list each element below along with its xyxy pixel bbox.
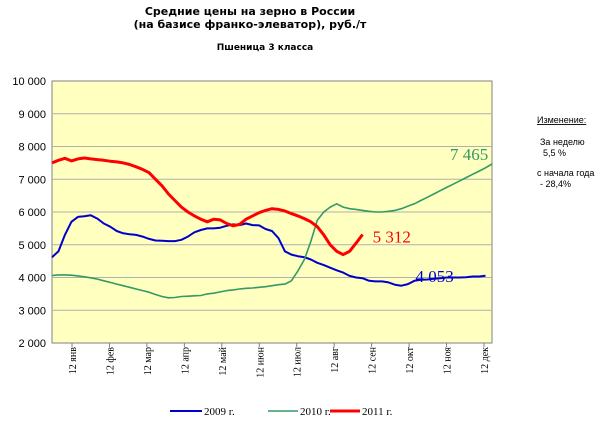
x-tick-label: 12 май	[218, 346, 229, 375]
y-tick-label: 3 000	[18, 305, 46, 317]
y-tick-label: 10 000	[12, 76, 46, 88]
y-tick-label: 2 000	[18, 338, 46, 350]
end-labels: 4 053 7 465 5 312	[373, 145, 489, 286]
y-tick-label: 6 000	[18, 207, 46, 219]
chart-title: Средние цены на зерно в России	[145, 5, 355, 18]
legend-label-2009: 2009 г.	[204, 406, 235, 418]
grid	[52, 113, 492, 347]
legend-label-2010: 2010 г.	[300, 406, 331, 418]
y-tick-label: 8 000	[18, 142, 46, 154]
x-tick-label: 12 авг	[330, 347, 341, 373]
side-note-week-label: За неделю	[540, 137, 585, 147]
x-tick-label: 12 апр	[180, 347, 191, 374]
x-tick-label: 12 сен	[368, 346, 379, 373]
y-tick-label: 7 000	[18, 174, 46, 186]
y-tick-label: 9 000	[18, 109, 46, 121]
side-note-year-label: с начала года	[537, 168, 594, 178]
chart-subtitle: Пшеница 3 класса	[217, 43, 314, 53]
series-line-2009	[51, 214, 486, 287]
x-tick-label: 12 фев	[105, 347, 116, 375]
series-line-2011	[51, 156, 364, 257]
series-line-2010	[51, 163, 493, 299]
series-lines	[51, 156, 493, 299]
x-tick-label: 12 июн	[255, 346, 266, 377]
side-note-year-value: - 28,4%	[540, 179, 571, 189]
y-axis-ticks: 2 000 3 000 4 000 5 000 6 000 7 000 8 000 9 000…	[12, 76, 46, 350]
y-tick-label: 4 000	[18, 273, 46, 285]
side-note-heading: Изменение:	[537, 115, 586, 125]
x-tick-label: 12 янв	[68, 347, 79, 374]
end-label-2011: 5 312	[373, 228, 411, 247]
x-tick-label: 12 июл	[293, 347, 304, 377]
x-tick-label: 12 ноя	[443, 347, 454, 375]
end-label-2010: 7 465	[450, 145, 488, 164]
legend-label-2011: 2011 г.	[362, 406, 393, 418]
end-label-2009: 4 053	[416, 267, 454, 286]
y-tick-label: 5 000	[18, 240, 46, 252]
side-note-week-value: 5,5 %	[543, 148, 566, 158]
side-note: Изменение: За неделю 5,5 % с начала года…	[537, 115, 594, 189]
x-tick-label: 12 мар	[143, 347, 154, 375]
chart-title-line2: (на базисе франко-элеватор), руб./т	[134, 18, 367, 31]
legend: 2009 г. 2010 г. 2011 г.	[170, 406, 393, 418]
x-tick-label: 12 окт	[405, 346, 416, 373]
x-axis-ticks: 12 янв 12 фев 12 мар 12 апр 12 май 12 июн 12 и…	[68, 346, 491, 377]
x-tick-label: 12 дек	[480, 347, 491, 374]
